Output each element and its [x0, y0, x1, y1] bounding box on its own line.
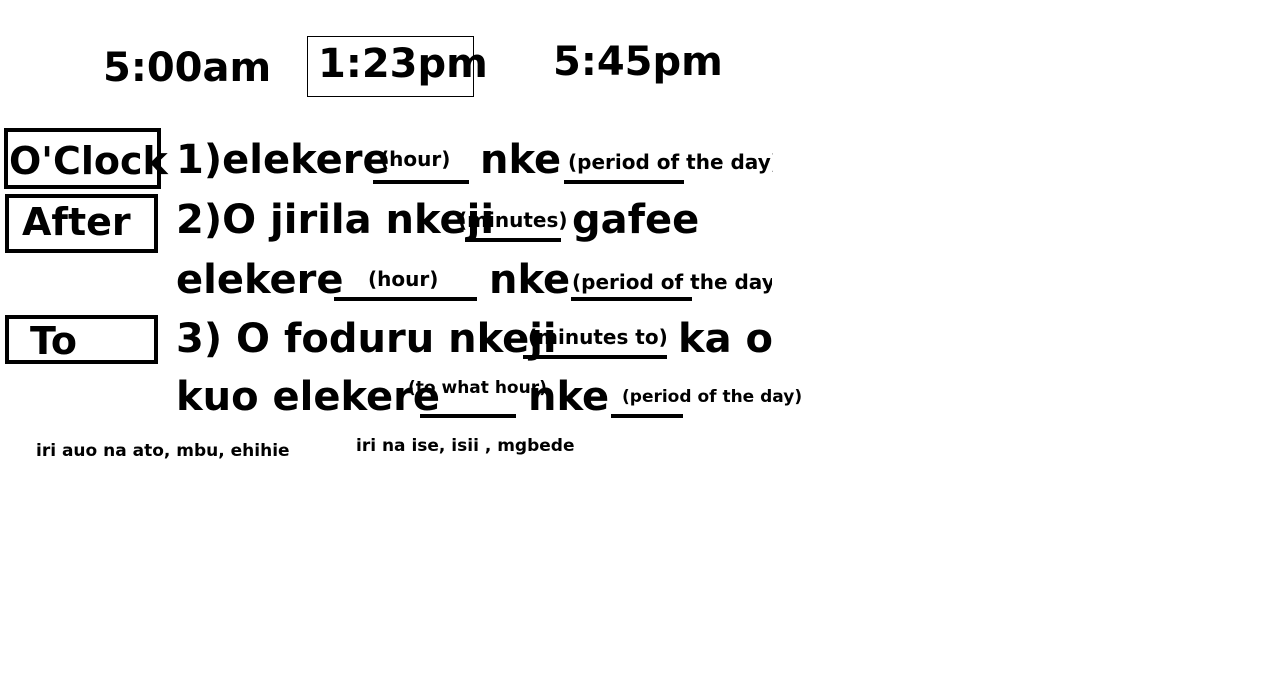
- time-example-2-box: [307, 36, 474, 97]
- line1-period-hint: (period of the day): [568, 150, 773, 174]
- line3-period-hint: (period of the day): [572, 270, 772, 294]
- line5-hour-hint: (to what hour): [408, 378, 547, 398]
- note-evening: iri na ise, isii , mgbede: [356, 436, 575, 456]
- after-label: After: [22, 200, 131, 244]
- oclock-label: O'Clock: [9, 139, 168, 183]
- note-morning-afternoon: iri auo na ato, mbu, ehihie: [36, 441, 290, 461]
- line1-container: 1)elekere (hour) nke (period of the day): [170, 135, 773, 195]
- line2-prefix: 2)O jirila nkeji: [176, 197, 495, 243]
- line1-period-blank: [564, 180, 684, 184]
- time-example-2: 1:23pm: [318, 41, 488, 87]
- line4-container: 3) O foduru nkeji (minutes to) ka o e: [176, 312, 776, 372]
- line1-middle: nke: [480, 137, 562, 183]
- time-example-1: 5:00am: [103, 45, 272, 91]
- after-box: [5, 194, 158, 253]
- line5-period-blank: [611, 414, 683, 418]
- to-box: [5, 315, 158, 364]
- line4-suffix: ka o e: [678, 316, 776, 362]
- line3-container: elekere (hour) nke (period of the day): [176, 255, 772, 315]
- to-label: To: [30, 319, 77, 363]
- line3-middle: nke: [489, 257, 571, 303]
- line5-middle: nke: [528, 374, 610, 420]
- line3-prefix: elekere: [176, 257, 344, 303]
- line5-prefix: kuo elekere: [176, 374, 440, 420]
- line5-period-hint: (period of the day): [622, 387, 803, 407]
- line2-suffix: gafee: [572, 197, 700, 243]
- line3-period-blank: [571, 297, 692, 301]
- line2-minutes-blank: [465, 238, 561, 242]
- oclock-box: [4, 128, 161, 189]
- line3-hour-blank: [334, 297, 477, 301]
- line1-hour-hint: (hour): [380, 147, 451, 171]
- line1-prefix: 1)elekere: [176, 137, 390, 183]
- line5-hour-blank: [420, 414, 516, 418]
- line4-prefix: 3) O foduru nkeji: [176, 316, 557, 362]
- line2-minutes-hint: (minutes): [458, 208, 568, 232]
- line4-minutes-hint: (minutes to): [528, 325, 668, 349]
- line1-hour-blank: [373, 180, 469, 184]
- line3-hour-hint: (hour): [368, 267, 439, 291]
- line4-minutes-blank: [523, 355, 667, 359]
- time-example-3: 5:45pm: [553, 39, 723, 85]
